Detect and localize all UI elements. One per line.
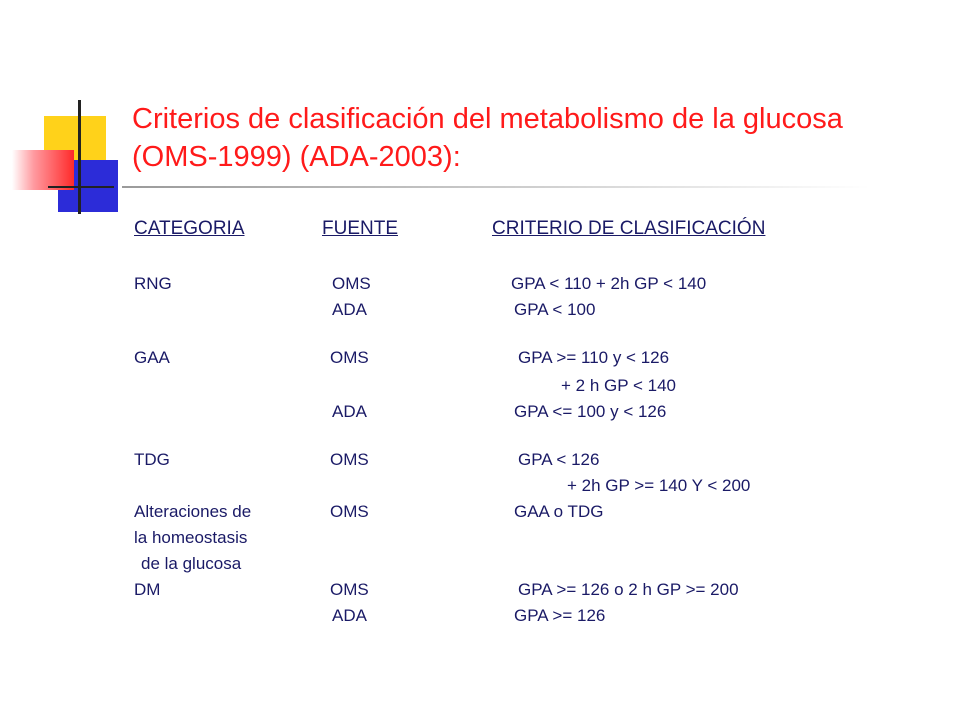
slide-title: Criterios de clasificación del metabolis… xyxy=(132,100,932,176)
row-5-criterion: GPA <= 100 y < 126 xyxy=(514,402,667,421)
row-1-source: OMS xyxy=(332,274,371,293)
row-6-category: TDG xyxy=(134,450,170,469)
row-3-source: OMS xyxy=(330,348,369,367)
row-5-source: ADA xyxy=(332,402,367,421)
row-12-criterion: GPA >= 126 xyxy=(514,606,606,625)
row-12-source: ADA xyxy=(332,606,367,625)
row-3-criterion: GPA >= 110 y < 126 xyxy=(518,348,670,367)
row-7-criterion: + 2h GP >= 140 Y < 200 xyxy=(567,476,751,495)
decor-vertical-line xyxy=(78,100,81,214)
row-10-category: de la glucosa xyxy=(141,554,242,573)
header-category: CATEGORIA xyxy=(134,218,245,239)
slide-title-line-1: Criterios de clasificación del metabolis… xyxy=(132,103,843,135)
row-4-criterion: + 2 h GP < 140 xyxy=(561,376,676,395)
header-source: FUENTE xyxy=(322,218,398,239)
row-3-category: GAA xyxy=(134,348,170,367)
row-6-criterion: GPA < 126 xyxy=(518,450,600,469)
row-11-source: OMS xyxy=(330,580,369,599)
title-divider-rule xyxy=(122,186,870,188)
header-criterion: CRITERIO DE CLASIFICACIÓN xyxy=(492,218,766,239)
row-6-source: OMS xyxy=(330,450,369,469)
row-1-criterion: GPA < 110 + 2h GP < 140 xyxy=(511,274,707,293)
decor-horizontal-line xyxy=(48,186,114,188)
row-11-criterion: GPA >= 126 o 2 h GP >= 200 xyxy=(518,580,739,599)
decor-red-gradient-bar xyxy=(12,150,74,190)
row-8-source: OMS xyxy=(330,502,369,521)
slide-title-line-2: (OMS-1999) (ADA-2003): xyxy=(132,141,461,173)
row-8-criterion: GAA o TDG xyxy=(514,502,604,521)
row-2-criterion: GPA < 100 xyxy=(514,300,596,319)
row-8-category: Alteraciones de xyxy=(134,502,252,521)
row-1-category: RNG xyxy=(134,274,172,293)
row-2-source: ADA xyxy=(332,300,367,319)
row-9-category: la homeostasis xyxy=(134,528,248,547)
row-11-category: DM xyxy=(134,580,161,599)
